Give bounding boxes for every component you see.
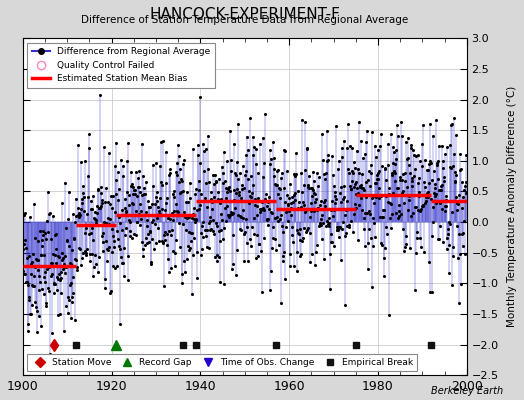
Y-axis label: Monthly Temperature Anomaly Difference (°C): Monthly Temperature Anomaly Difference (… — [507, 86, 517, 328]
Text: Berkeley Earth: Berkeley Earth — [431, 386, 503, 396]
Text: Difference of Station Temperature Data from Regional Average: Difference of Station Temperature Data f… — [81, 15, 408, 25]
Legend: Station Move, Record Gap, Time of Obs. Change, Empirical Break: Station Move, Record Gap, Time of Obs. C… — [27, 354, 417, 371]
Title: HANCOCK-EXPERIMENT-F: HANCOCK-EXPERIMENT-F — [149, 7, 340, 22]
